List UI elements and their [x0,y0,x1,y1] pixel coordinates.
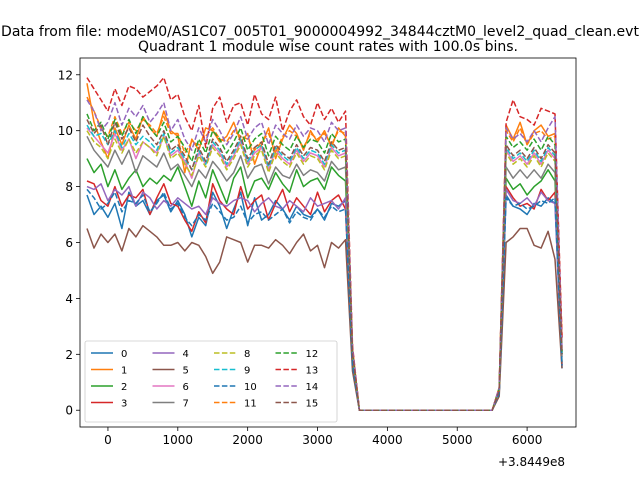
legend-label: 9 [244,366,250,377]
y-tick-label: 2 [65,348,73,362]
legend-label: 15 [306,399,319,410]
legend-label: 12 [306,349,319,360]
legend-label: 6 [183,382,189,393]
x-tick-label: 5000 [442,433,473,447]
x-tick-label: 1000 [163,433,194,447]
chart-title: Quadrant 1 module wise count rates with … [138,39,518,55]
y-tick-label: 4 [65,292,73,306]
plot-lines [86,76,563,411]
x-tick-label: 6000 [512,433,543,447]
legend-label: 0 [121,349,127,360]
legend-label: 8 [244,349,250,360]
legend-label: 13 [306,366,319,377]
y-axis: 0 2 4 6 8 10 12 [58,68,80,418]
x-axis: 0 1000 2000 3000 4000 5000 6000 [104,427,542,447]
legend-label: 4 [183,349,189,360]
plot-frame [79,57,577,428]
x-tick-label: 0 [104,433,112,447]
legend-label: 10 [244,382,257,393]
legend-label: 3 [121,399,127,410]
series-line-15 [86,119,563,411]
x-tick-label: 2000 [232,433,263,447]
legend-label: 14 [306,382,319,393]
x-tick-label: 4000 [372,433,403,447]
x-axis-offset-label: +3.8449e8 [498,455,565,469]
legend-label: 5 [183,366,189,377]
y-tick-label: 0 [65,404,73,418]
figure-suptitle: Data from file: modeM0/AS1C07_005T01_900… [1,24,639,40]
legend-label: 11 [244,399,257,410]
y-tick-label: 12 [58,68,73,82]
y-tick-label: 10 [58,124,73,138]
y-tick-label: 8 [65,180,73,194]
y-tick-label: 6 [65,236,73,250]
series-line-14 [86,99,563,411]
legend-label: 2 [121,382,127,393]
legend-box [84,340,338,423]
x-tick-label: 3000 [302,433,333,447]
legend-label: 7 [183,399,189,410]
legend-label: 1 [121,366,127,377]
